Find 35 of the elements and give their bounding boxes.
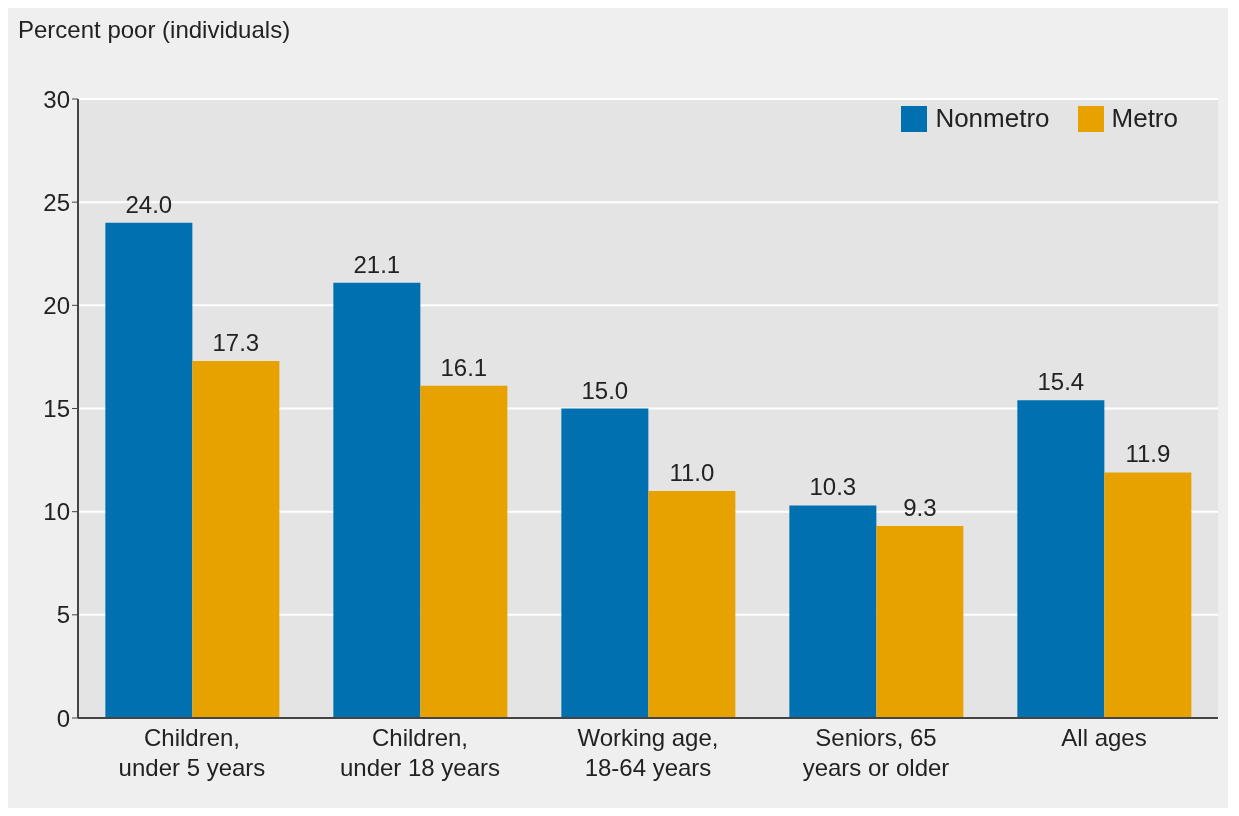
y-axis-title: Percent poor (individuals) bbox=[18, 16, 291, 44]
bar bbox=[105, 222, 193, 718]
bar bbox=[192, 361, 280, 718]
y-tick-label: 5 bbox=[56, 601, 70, 629]
bar bbox=[561, 408, 649, 718]
data-label: 17.3 bbox=[212, 329, 260, 357]
data-label: 15.4 bbox=[1037, 368, 1085, 396]
bar bbox=[1104, 472, 1192, 718]
y-tick-label: 15 bbox=[43, 395, 70, 423]
x-tick-label: Children, under 5 years bbox=[118, 724, 266, 781]
bar bbox=[333, 282, 421, 718]
data-label: 16.1 bbox=[440, 353, 488, 381]
y-tick-label: 0 bbox=[56, 704, 70, 732]
x-tick-label: Seniors, 65 years or older bbox=[802, 724, 950, 781]
data-label: 15.0 bbox=[581, 376, 629, 404]
x-tick-label: All ages bbox=[1061, 724, 1147, 751]
bar bbox=[876, 526, 964, 718]
legend-label: Metro bbox=[1111, 103, 1178, 134]
data-label: 24.0 bbox=[125, 190, 173, 218]
bar bbox=[420, 385, 508, 718]
bar bbox=[1017, 400, 1105, 718]
data-label: 10.3 bbox=[809, 473, 857, 501]
y-tick-label: 25 bbox=[43, 188, 70, 216]
data-label: 11.0 bbox=[669, 459, 715, 487]
y-tick-label: 30 bbox=[43, 85, 70, 113]
x-tick-label: Children, under 18 years bbox=[339, 724, 501, 781]
data-label: 11.9 bbox=[1125, 440, 1171, 468]
y-tick-label: 20 bbox=[43, 291, 70, 319]
bar bbox=[648, 491, 736, 718]
bar bbox=[789, 505, 877, 718]
y-tick-label: 10 bbox=[43, 498, 70, 526]
data-label: 9.3 bbox=[903, 494, 937, 522]
legend-label: Nonmetro bbox=[935, 103, 1050, 134]
x-tick-label: Working age, 18-64 years bbox=[577, 724, 719, 781]
data-label: 21.1 bbox=[353, 250, 401, 278]
